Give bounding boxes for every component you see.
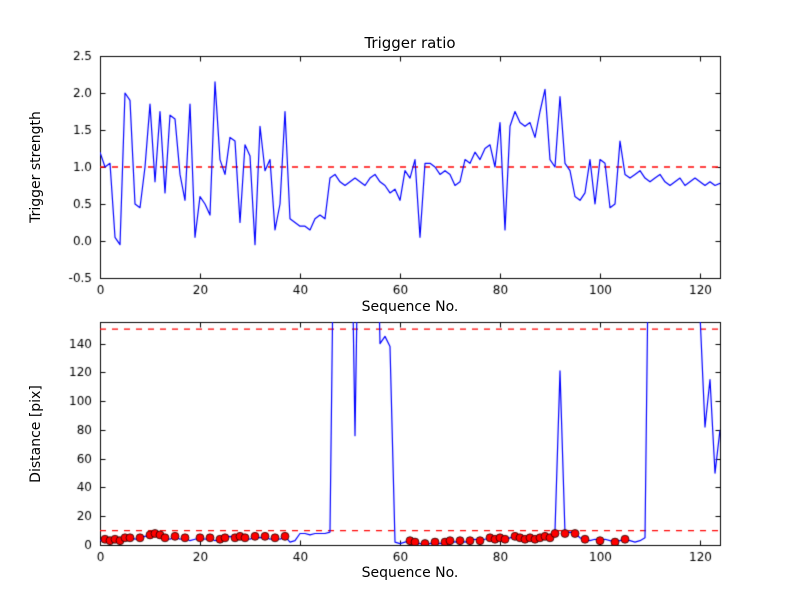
bottom-y-axis-label: Distance [pix] <box>28 385 44 483</box>
chart-title: Trigger ratio <box>364 34 456 52</box>
top-y-axis-label: Trigger strength <box>28 111 44 223</box>
top-x-axis-label: Sequence No. <box>361 299 459 315</box>
bottom-x-axis-label: Sequence No. <box>361 565 459 581</box>
